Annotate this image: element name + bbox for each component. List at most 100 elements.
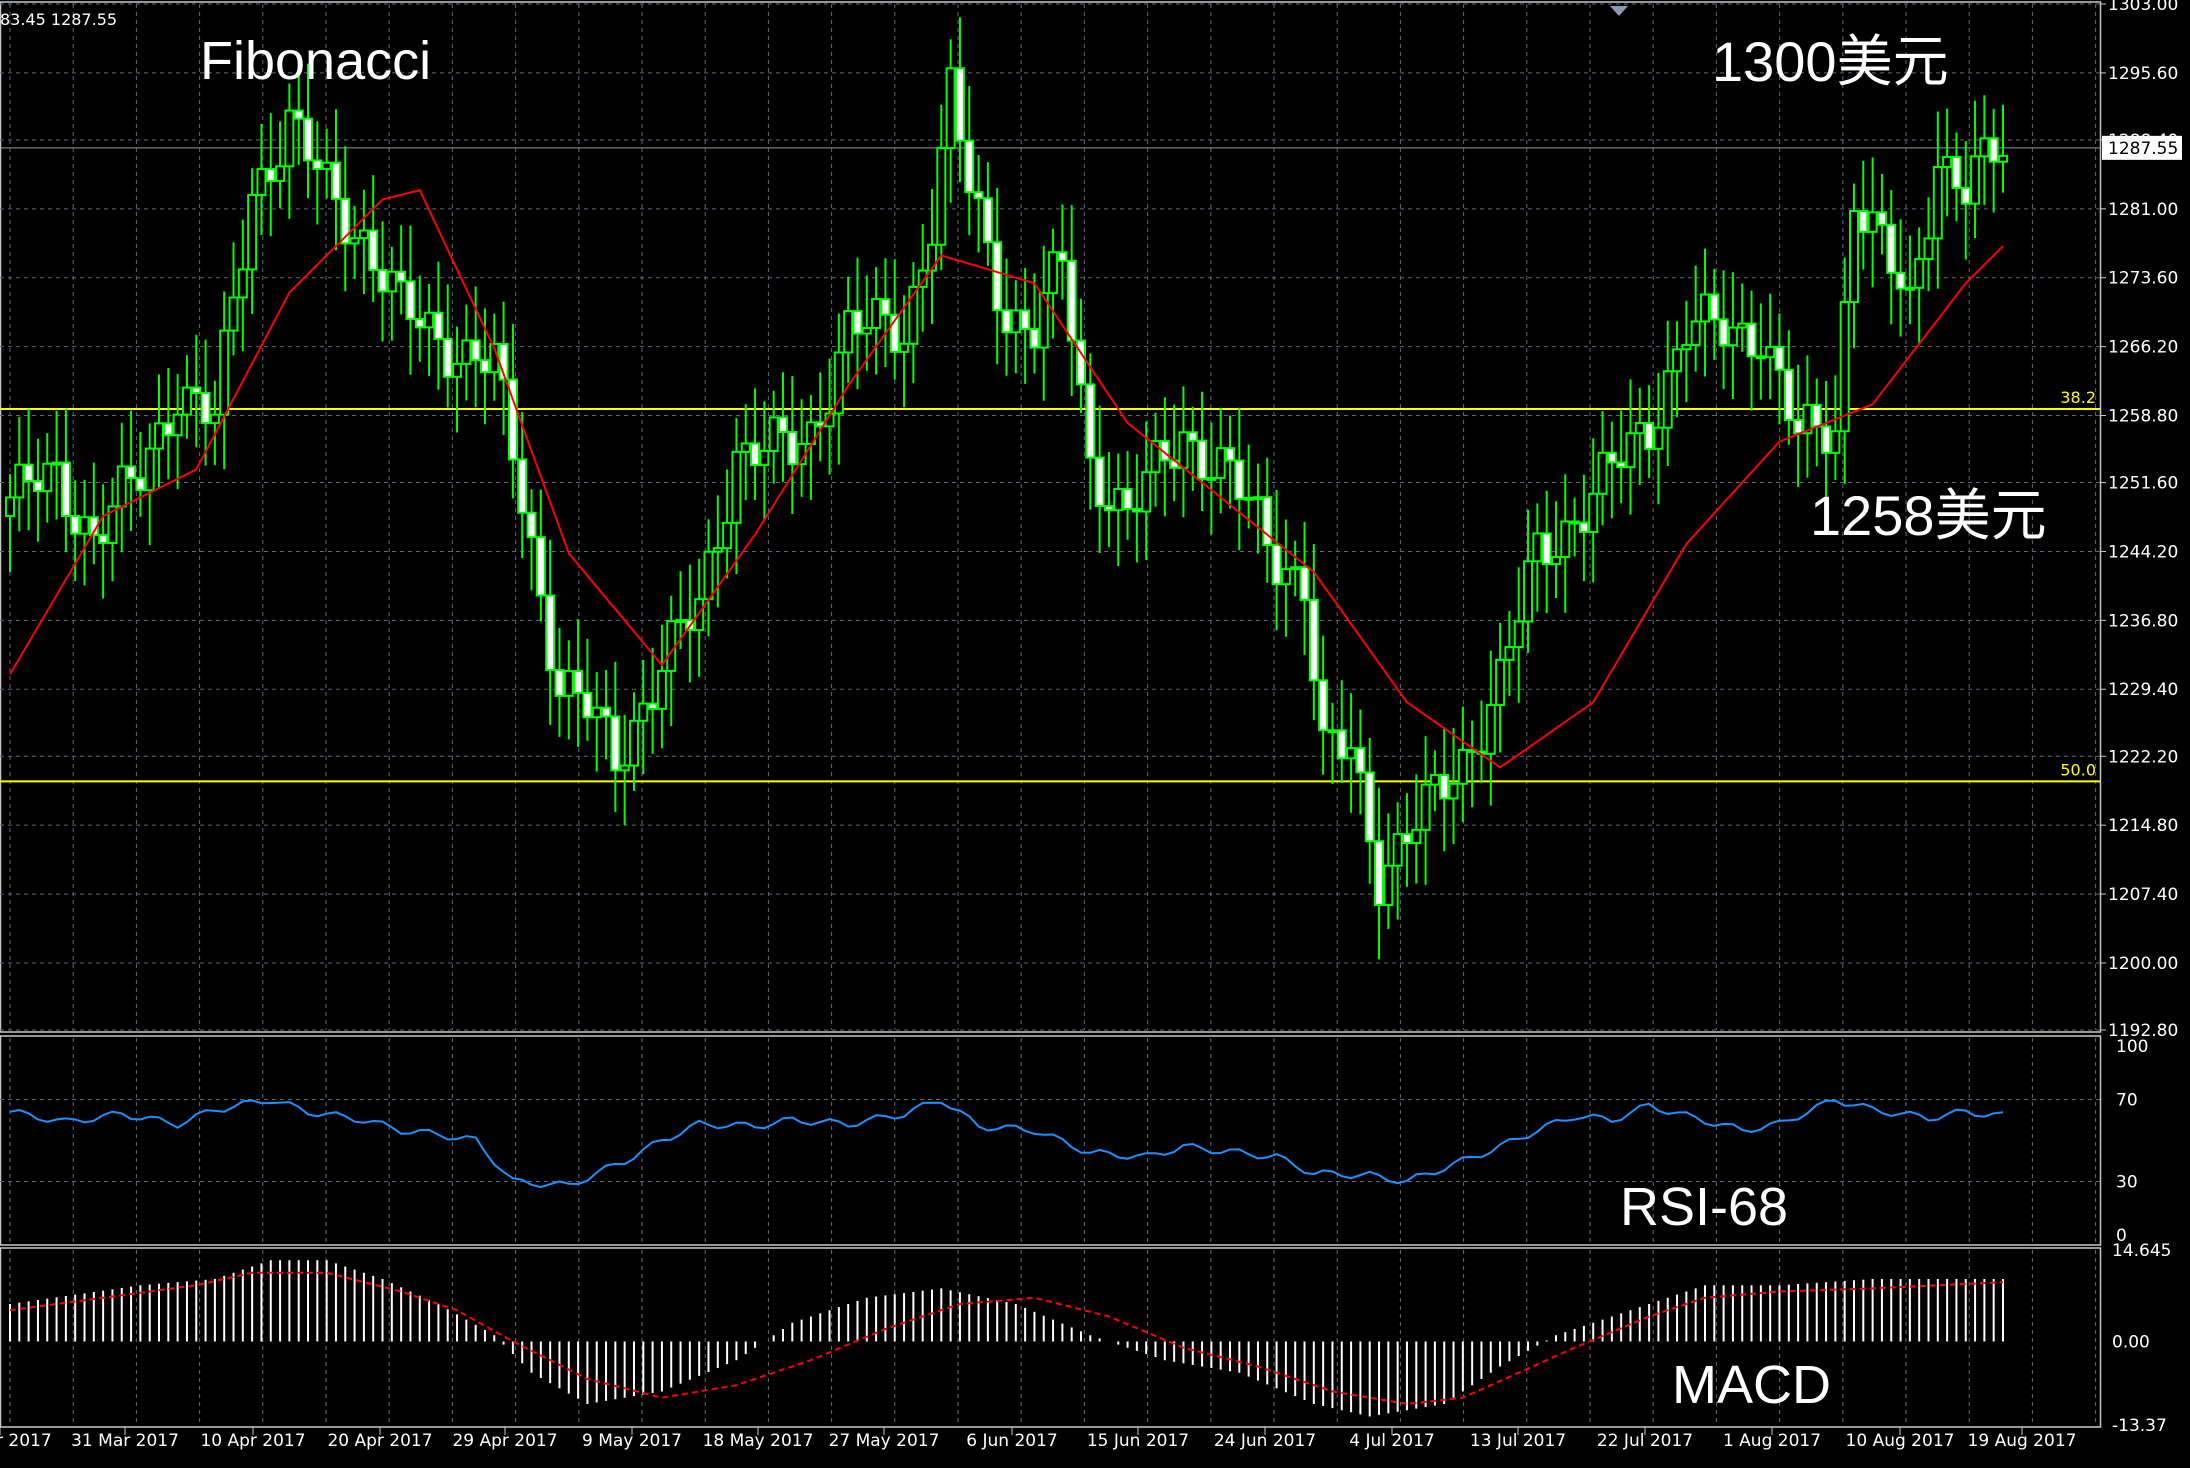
- candle: [1346, 693, 1357, 813]
- candle: [1448, 728, 1459, 845]
- candle: [191, 334, 202, 448]
- candle-body: [1541, 532, 1552, 566]
- price-y-axis: 1303.001295.601288.401281.001273.601266.…: [0, 0, 2178, 1041]
- candle-body: [647, 702, 658, 710]
- candle-body: [1774, 345, 1785, 371]
- candle-body: [545, 594, 556, 671]
- candle-body: [833, 351, 844, 415]
- candle-body: [237, 268, 248, 299]
- candle: [936, 104, 947, 271]
- candle: [1886, 190, 1897, 325]
- candle: [126, 410, 137, 532]
- candle: [144, 423, 155, 546]
- candle-body: [98, 534, 109, 544]
- candle-body: [284, 109, 295, 168]
- candle-body: [1569, 520, 1580, 525]
- y-tick-label: 1273.60: [2108, 269, 2178, 289]
- candle: [70, 480, 81, 582]
- candle: [1113, 453, 1124, 566]
- candle-body: [852, 310, 863, 335]
- rsi-line: [9, 1099, 2004, 1189]
- candle-body: [1942, 155, 1953, 169]
- candle: [1429, 750, 1440, 812]
- candle: [1578, 474, 1589, 582]
- candle-body: [1187, 431, 1198, 442]
- candle: [1504, 610, 1515, 696]
- candle: [833, 313, 844, 465]
- x-tick-label: 1 Aug 2017: [1723, 1431, 1821, 1451]
- candle-body: [70, 515, 81, 535]
- candle: [405, 225, 416, 375]
- candle-body: [1662, 370, 1673, 429]
- candle-body: [1215, 447, 1226, 479]
- candle: [1839, 257, 1850, 484]
- candle-body: [1374, 840, 1385, 906]
- candle-body: [1336, 729, 1347, 760]
- candle: [42, 433, 53, 523]
- candle: [768, 390, 779, 484]
- x-tick-label: 24 Jun 2017: [1214, 1431, 1316, 1451]
- candle-body: [908, 285, 919, 345]
- candle-body: [1895, 271, 1906, 290]
- y-tick-label: 1222.20: [2108, 747, 2178, 767]
- candle: [424, 283, 435, 377]
- candle: [1439, 728, 1450, 852]
- candle: [1774, 313, 1785, 425]
- candle: [1653, 372, 1664, 505]
- candle: [591, 672, 602, 772]
- candle-body: [1290, 566, 1301, 571]
- candle: [237, 219, 248, 352]
- candle: [852, 257, 863, 390]
- rsi-y-axis: 100 70 30 0: [0, 1037, 2148, 1246]
- candle-body: [628, 719, 639, 767]
- y-tick-label: 1258.80: [2108, 407, 2178, 427]
- candle-body: [442, 337, 453, 378]
- candle: [666, 595, 677, 727]
- y-tick-label: 1281.00: [2108, 200, 2178, 220]
- candle-body: [861, 327, 872, 335]
- rsi-tick-label: 100: [2116, 1037, 2148, 1057]
- candle-body: [843, 310, 854, 354]
- candle: [303, 63, 314, 199]
- candle-body: [116, 465, 127, 508]
- candle: [1681, 300, 1692, 403]
- candle-body: [517, 458, 528, 514]
- candle: [573, 619, 584, 747]
- candle-body: [1262, 496, 1273, 547]
- candle-body: [703, 550, 714, 601]
- fibonacci-label: Fibonacci: [200, 31, 432, 91]
- candle-body: [1485, 704, 1496, 755]
- candle-body: [1457, 748, 1468, 785]
- candle-body: [1122, 487, 1133, 510]
- candle-body: [1299, 566, 1310, 601]
- candle-body: [675, 618, 686, 623]
- candle: [1178, 386, 1189, 518]
- y-tick-label: 1229.40: [2108, 680, 2178, 700]
- candle: [973, 155, 984, 253]
- candle: [1048, 228, 1059, 339]
- candle: [954, 17, 965, 183]
- candle-body: [154, 422, 165, 450]
- candle-body: [1811, 403, 1822, 428]
- candle: [1374, 787, 1385, 960]
- candle-body: [1979, 137, 1990, 158]
- candle-body: [1420, 783, 1431, 831]
- candle-body: [405, 280, 416, 320]
- candle: [1709, 268, 1720, 360]
- candle-body: [1793, 418, 1804, 435]
- candle-body: [349, 237, 360, 245]
- candle-body: [824, 412, 835, 428]
- candle-body: [51, 461, 62, 466]
- candle: [796, 399, 807, 497]
- candle-body: [1653, 426, 1664, 450]
- candle-body: [1010, 309, 1021, 334]
- candle-body: [1532, 532, 1543, 563]
- candle: [647, 647, 658, 754]
- fibonacci-level-label: 38.2: [2060, 388, 2096, 407]
- candle: [1103, 452, 1114, 547]
- current-price-label: 1287.55: [2108, 139, 2178, 159]
- candle: [433, 261, 444, 390]
- candle: [1141, 421, 1152, 561]
- candle-body: [601, 706, 612, 718]
- candle-body: [917, 269, 928, 288]
